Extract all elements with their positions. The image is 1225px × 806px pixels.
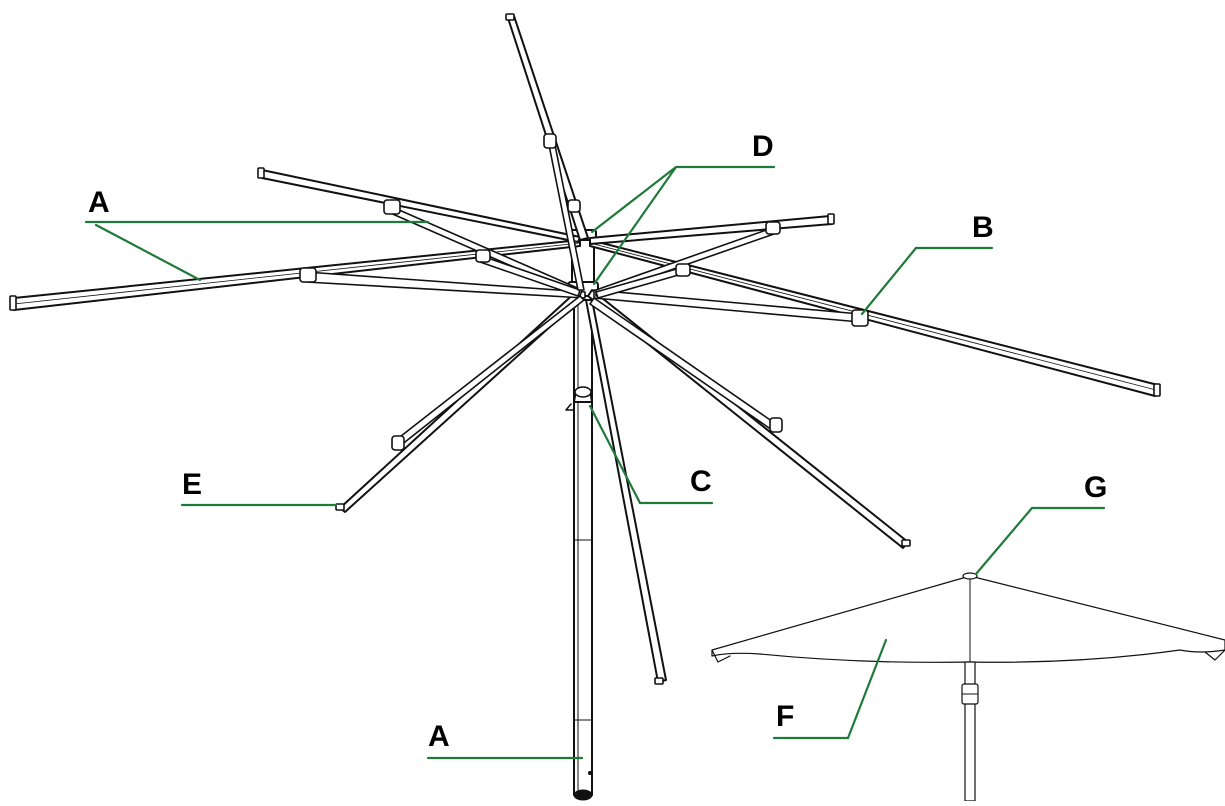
umbrella-frame <box>9 13 1161 801</box>
runner-hub <box>565 386 593 411</box>
leader-A-upper <box>84 220 430 282</box>
canopy-finial <box>962 572 978 580</box>
leader-F <box>772 638 888 740</box>
rib-end-caps <box>9 13 1161 685</box>
leader-C <box>588 404 714 505</box>
central-pole <box>573 299 593 801</box>
callout-label-c: C <box>690 465 712 498</box>
callout-label-f: F <box>776 700 795 733</box>
callout-leaders <box>84 165 1106 760</box>
callout-label-g: G <box>1084 471 1108 504</box>
umbrella-canopy-inset <box>711 572 1225 802</box>
rib-joints <box>299 133 869 451</box>
leader-B <box>860 246 994 316</box>
callout-label-d: D <box>752 130 774 163</box>
leader-D <box>590 165 776 286</box>
callout-label-a-upper: A <box>88 186 110 219</box>
callout-label-e: E <box>182 468 203 501</box>
callout-label-a-lower: A <box>428 720 450 753</box>
leader-G <box>974 506 1106 576</box>
canopy-outline <box>711 575 1225 663</box>
callout-label-b: B <box>972 211 994 244</box>
inset-pole <box>964 661 976 802</box>
